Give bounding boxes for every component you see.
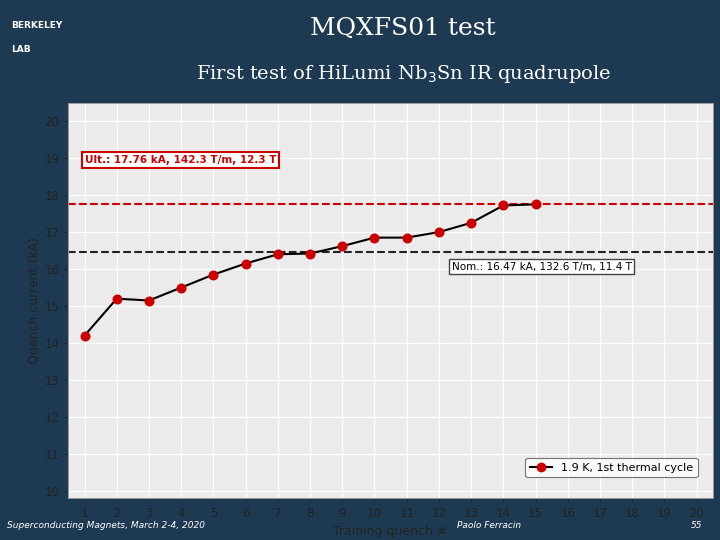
Text: 55: 55: [690, 522, 702, 530]
Text: BERKELEY: BERKELEY: [11, 21, 62, 30]
Text: Superconducting Magnets, March 2-4, 2020: Superconducting Magnets, March 2-4, 2020: [7, 522, 205, 530]
Text: Nom.: 16.47 kA, 132.6 T/m, 11.4 T: Nom.: 16.47 kA, 132.6 T/m, 11.4 T: [452, 262, 631, 272]
Text: Ult.: 17.76 kA, 142.3 T/m, 12.3 T: Ult.: 17.76 kA, 142.3 T/m, 12.3 T: [84, 155, 276, 165]
Text: MQXFS01 test: MQXFS01 test: [310, 17, 496, 40]
Y-axis label: Quench current (kA): Quench current (kA): [27, 237, 40, 364]
Text: LAB: LAB: [11, 45, 30, 55]
X-axis label: Training quench #: Training quench #: [333, 525, 448, 538]
Text: Paolo Ferracin: Paolo Ferracin: [457, 522, 521, 530]
Text: First test of HiLumi Nb$_3$Sn IR quadrupole: First test of HiLumi Nb$_3$Sn IR quadrup…: [196, 63, 611, 85]
Legend: 1.9 K, 1st thermal cycle: 1.9 K, 1st thermal cycle: [526, 458, 698, 477]
